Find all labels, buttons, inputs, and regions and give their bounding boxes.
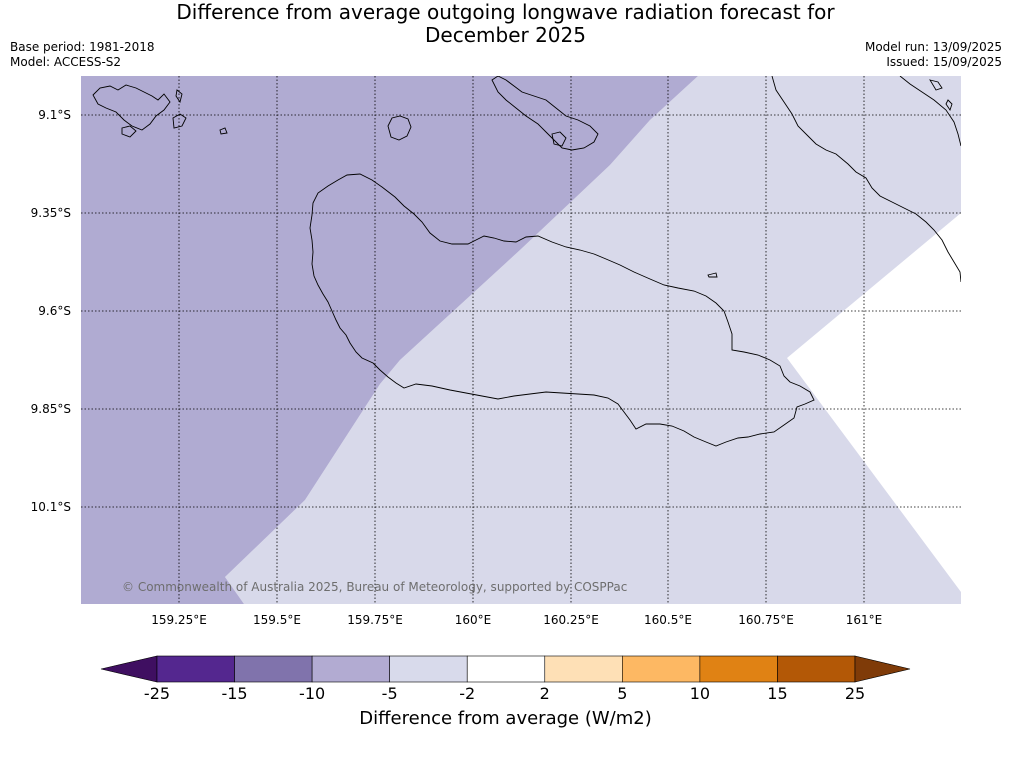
- model-run-text: Model run: 13/09/2025: [864, 40, 1002, 54]
- colorbar-tick-label: 2: [539, 684, 550, 703]
- colorbar-segment: [311, 655, 390, 683]
- map-plot-area: [81, 76, 961, 604]
- longitude-label: 159.5°E: [253, 613, 301, 627]
- island-small-nw1: [121, 125, 137, 138]
- latitude-label: 9.85°S: [30, 402, 71, 416]
- map-title-line1: Difference from average outgoing longwav…: [176, 0, 835, 24]
- latitude-label: 9.6°S: [38, 304, 71, 318]
- longitude-label: 159.25°E: [151, 613, 207, 627]
- colorbar-segment: [156, 655, 235, 683]
- colorbar-segment: [622, 655, 701, 683]
- island-russell: [92, 84, 171, 131]
- island-malaita: [771, 76, 961, 283]
- colorbar-segment: [466, 655, 546, 683]
- base-period-text: Base period: 1981-2018: [10, 40, 155, 54]
- island-guadalcanal: [309, 173, 815, 447]
- longitude-label: 160°E: [454, 613, 492, 627]
- colorbar-tick-label: 15: [767, 684, 788, 703]
- coastlines: [92, 76, 961, 447]
- island-small-ne2: [945, 99, 953, 112]
- latitude-label: 9.1°S: [38, 108, 71, 122]
- graticule: [81, 76, 961, 604]
- island-small-nw3: [219, 127, 228, 135]
- island-nggela-s: [551, 131, 567, 147]
- longitude-label: 161°E: [845, 613, 883, 627]
- island-small-ne: [929, 79, 943, 91]
- colorbar-tick-label: 10: [689, 684, 711, 703]
- colorbar-tick-label: -5: [381, 684, 398, 703]
- forecast-band-dark: [81, 76, 698, 604]
- colorbar-tick-label: -25: [143, 684, 171, 703]
- island-small-nw2: [172, 113, 187, 129]
- colorbar-tick-label: 25: [844, 684, 866, 703]
- colorbar-segment: [544, 655, 623, 683]
- model-text: Model: ACCESS-S2: [10, 55, 122, 69]
- colorbar-extend-low: [100, 655, 158, 683]
- island-small-nw4: [175, 89, 183, 104]
- colorbar-segment: [389, 655, 468, 683]
- colorbar-tick-label: -2: [459, 684, 476, 703]
- colorbar-segment: [777, 655, 856, 683]
- colorbar-extend-high: [854, 655, 911, 683]
- copyright-text: © Commonwealth of Australia 2025, Bureau…: [122, 580, 628, 594]
- longitude-label: 160.75°E: [738, 613, 794, 627]
- island-nggela: [491, 76, 599, 151]
- island-savo: [387, 115, 412, 141]
- longitude-label: 160.25°E: [543, 613, 599, 627]
- forecast-band-light: [225, 76, 961, 604]
- latitude-label: 9.35°S: [30, 206, 71, 220]
- colorbar-tick-label: -10: [299, 684, 326, 703]
- issued-text: Issued: 15/09/2025: [886, 55, 1002, 69]
- colorbar-tick-label: 5: [617, 684, 628, 703]
- colorbar-segment: [699, 655, 778, 683]
- colorbar-segment: [234, 655, 313, 683]
- colorbar: [100, 655, 911, 683]
- island-malaita-north: [899, 76, 961, 147]
- latitude-label: 10.1°S: [30, 500, 71, 514]
- colorbar-label: Difference from average (W/m2): [359, 708, 652, 729]
- longitude-label: 160.5°E: [644, 613, 692, 627]
- islet: [707, 272, 718, 278]
- colorbar-tick-label: -15: [221, 684, 248, 703]
- map-title-line2: December 2025: [425, 23, 586, 47]
- longitude-label: 159.75°E: [347, 613, 403, 627]
